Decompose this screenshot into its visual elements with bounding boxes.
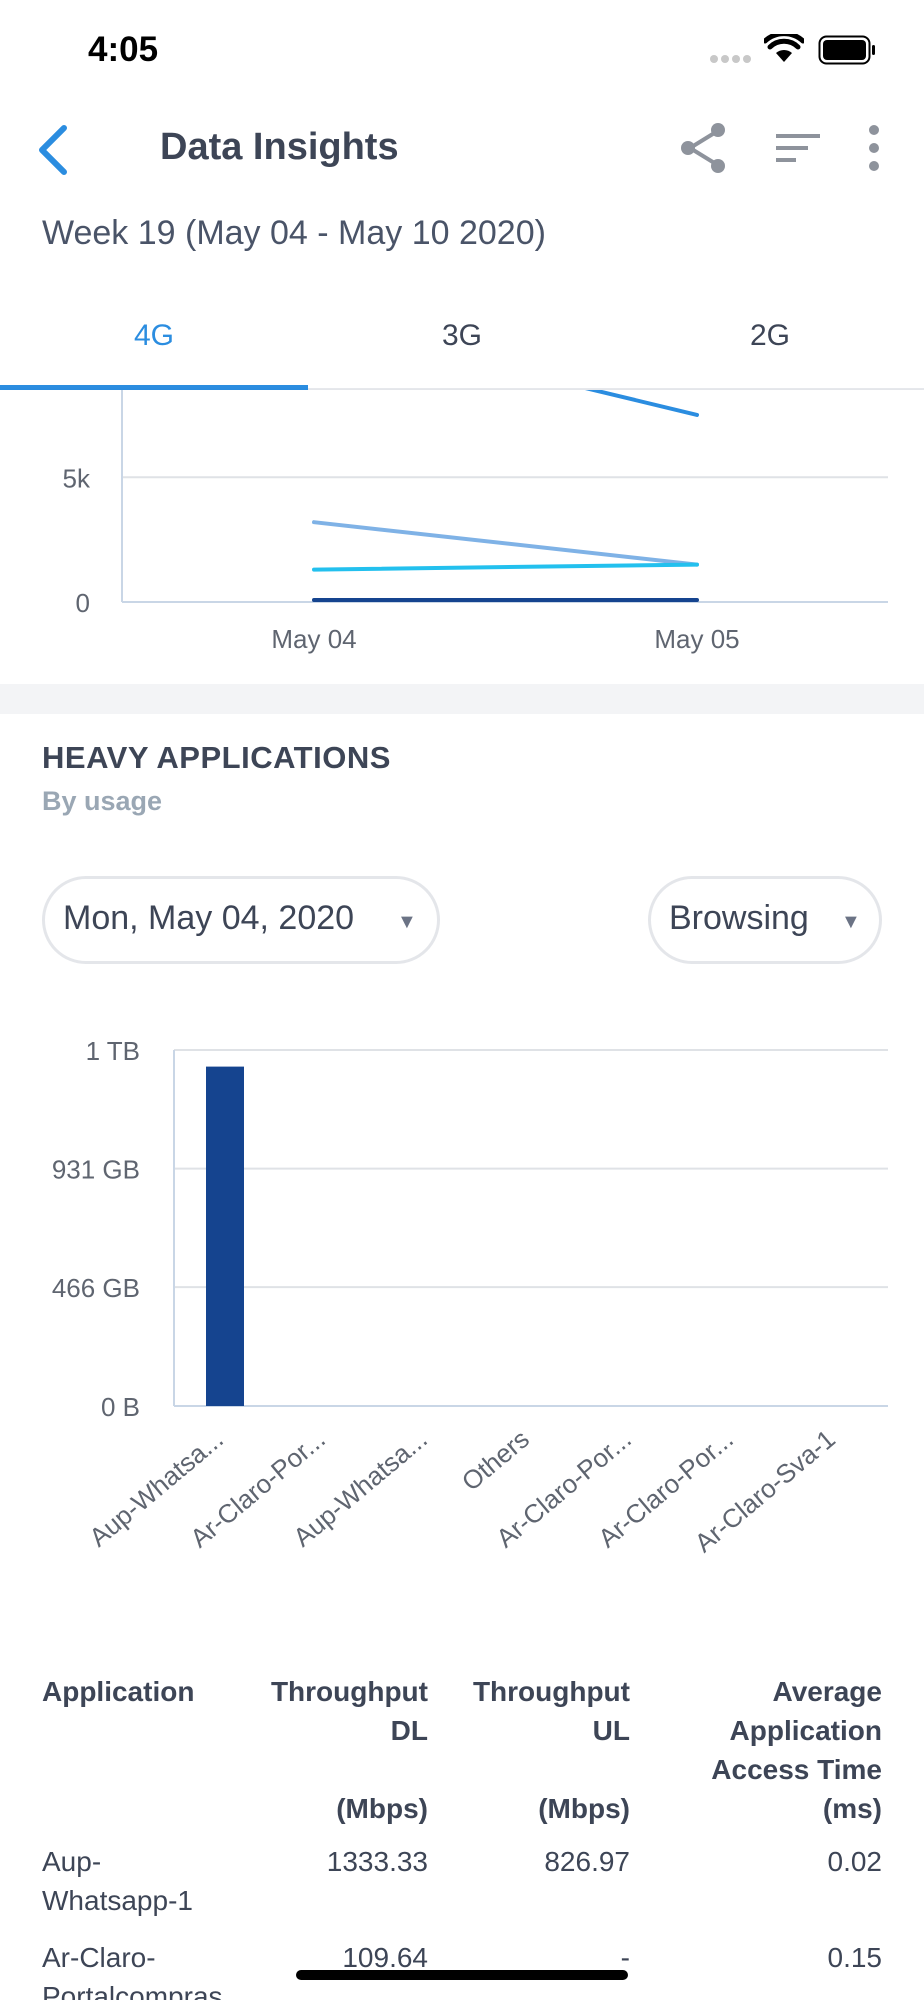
tab-4g[interactable]: 4G — [133, 319, 175, 352]
bar-chart-y-tick-label: 466 GB — [52, 1273, 140, 1303]
column-header-access-time: Average — [772, 1676, 882, 1707]
tab-2g[interactable]: 2G — [749, 319, 791, 352]
column-header-throughput-ul-line2: UL — [592, 1715, 630, 1746]
column-header-application: Application — [42, 1676, 195, 1707]
line-chart-series-line — [312, 562, 699, 572]
line-chart-x-tick-label: May 05 — [654, 624, 739, 654]
caret-down-icon: ▼ — [841, 911, 861, 933]
line-chart-series-group — [312, 390, 699, 602]
more-vertical-icon — [869, 125, 879, 171]
table-cell-application: Ar-Claro- — [42, 1942, 156, 1973]
week-label: Week 19 (May 04 - May 10 2020) — [42, 214, 546, 252]
date-select[interactable]: Mon, May 04, 2020 ▼ — [42, 876, 440, 964]
status-bar: 4:05 — [0, 0, 924, 100]
battery-icon — [818, 35, 875, 65]
table-cell-access-time: 0.02 — [827, 1846, 883, 1877]
table-cell-throughput-dl: 1333.33 — [326, 1846, 428, 1877]
status-time: 4:05 — [88, 30, 159, 69]
category-select-value: Browsing — [669, 899, 809, 937]
line-chart-y-tick-label: 5k — [63, 463, 91, 493]
chevron-left-icon — [39, 125, 67, 175]
column-header-access-time-line2: Application — [729, 1715, 882, 1746]
column-header-throughput-ul: Throughput — [472, 1676, 630, 1707]
cellular-signal-icon — [710, 55, 751, 63]
app-bar: Data Insights — [0, 100, 924, 200]
share-button[interactable] — [676, 120, 732, 176]
sort-button[interactable] — [772, 124, 826, 174]
back-button[interactable] — [30, 120, 80, 180]
wifi-icon — [764, 34, 804, 62]
page-title: Data Insights — [160, 126, 399, 168]
column-header-throughput-dl: Throughput — [270, 1676, 428, 1707]
table-cell-application-line2: Portalcompras — [42, 1981, 223, 2000]
section-divider — [0, 684, 924, 714]
line-chart-series-line — [584, 390, 699, 417]
bar-chart-y-tick-label: 931 GB — [52, 1155, 140, 1185]
line-chart-x-tick-label: May 04 — [271, 624, 356, 654]
bar-chart-x-tick-label: Others — [456, 1424, 535, 1497]
table-cell-access-time: 0.15 — [827, 1942, 883, 1973]
bar-chart-bar — [206, 1066, 244, 1406]
table-cell-throughput-ul: 826.97 — [544, 1846, 630, 1877]
share-icon — [681, 123, 725, 173]
column-header-access-time-unit: (ms) — [822, 1793, 882, 1824]
heavy-applications-subtitle: By usage — [42, 786, 163, 816]
table-cell-throughput-dl: 109.64 — [342, 1942, 428, 1973]
network-tabs: 4G 3G 2G — [0, 296, 924, 390]
line-chart-series-line — [312, 520, 699, 567]
home-indicator — [296, 1970, 628, 1980]
more-options-button[interactable] — [856, 120, 892, 176]
sort-icon — [776, 134, 820, 162]
table-cell-application: Aup- — [42, 1846, 102, 1877]
bar-chart-y-tick-label: 0 B — [101, 1392, 140, 1422]
line-chart-y-tick-label: 0 — [76, 588, 90, 618]
tab-3g[interactable]: 3G — [441, 319, 483, 352]
usage-line-chart: 0 5k May 04 May 05 — [63, 390, 888, 654]
column-header-throughput-dl-unit: (Mbps) — [336, 1793, 428, 1824]
date-select-value: Mon, May 04, 2020 — [63, 899, 355, 937]
caret-down-icon: ▼ — [397, 911, 417, 933]
usage-line-chart-card: 0 5k May 04 May 05 — [0, 390, 924, 684]
active-tab-indicator — [0, 385, 308, 390]
category-select[interactable]: Browsing ▼ — [648, 876, 882, 964]
bar-chart-y-tick-label: 1 TB — [86, 1036, 140, 1066]
table-cell-throughput-ul: - — [620, 1942, 630, 1973]
table-cell-application-line2: Whatsapp-1 — [42, 1885, 193, 1916]
column-header-throughput-ul-unit: (Mbps) — [538, 1793, 630, 1824]
column-header-throughput-dl-line2: DL — [390, 1715, 428, 1746]
column-header-access-time-line3: Access Time — [711, 1754, 882, 1785]
heavy-applications-title: HEAVY APPLICATIONS — [42, 740, 391, 775]
